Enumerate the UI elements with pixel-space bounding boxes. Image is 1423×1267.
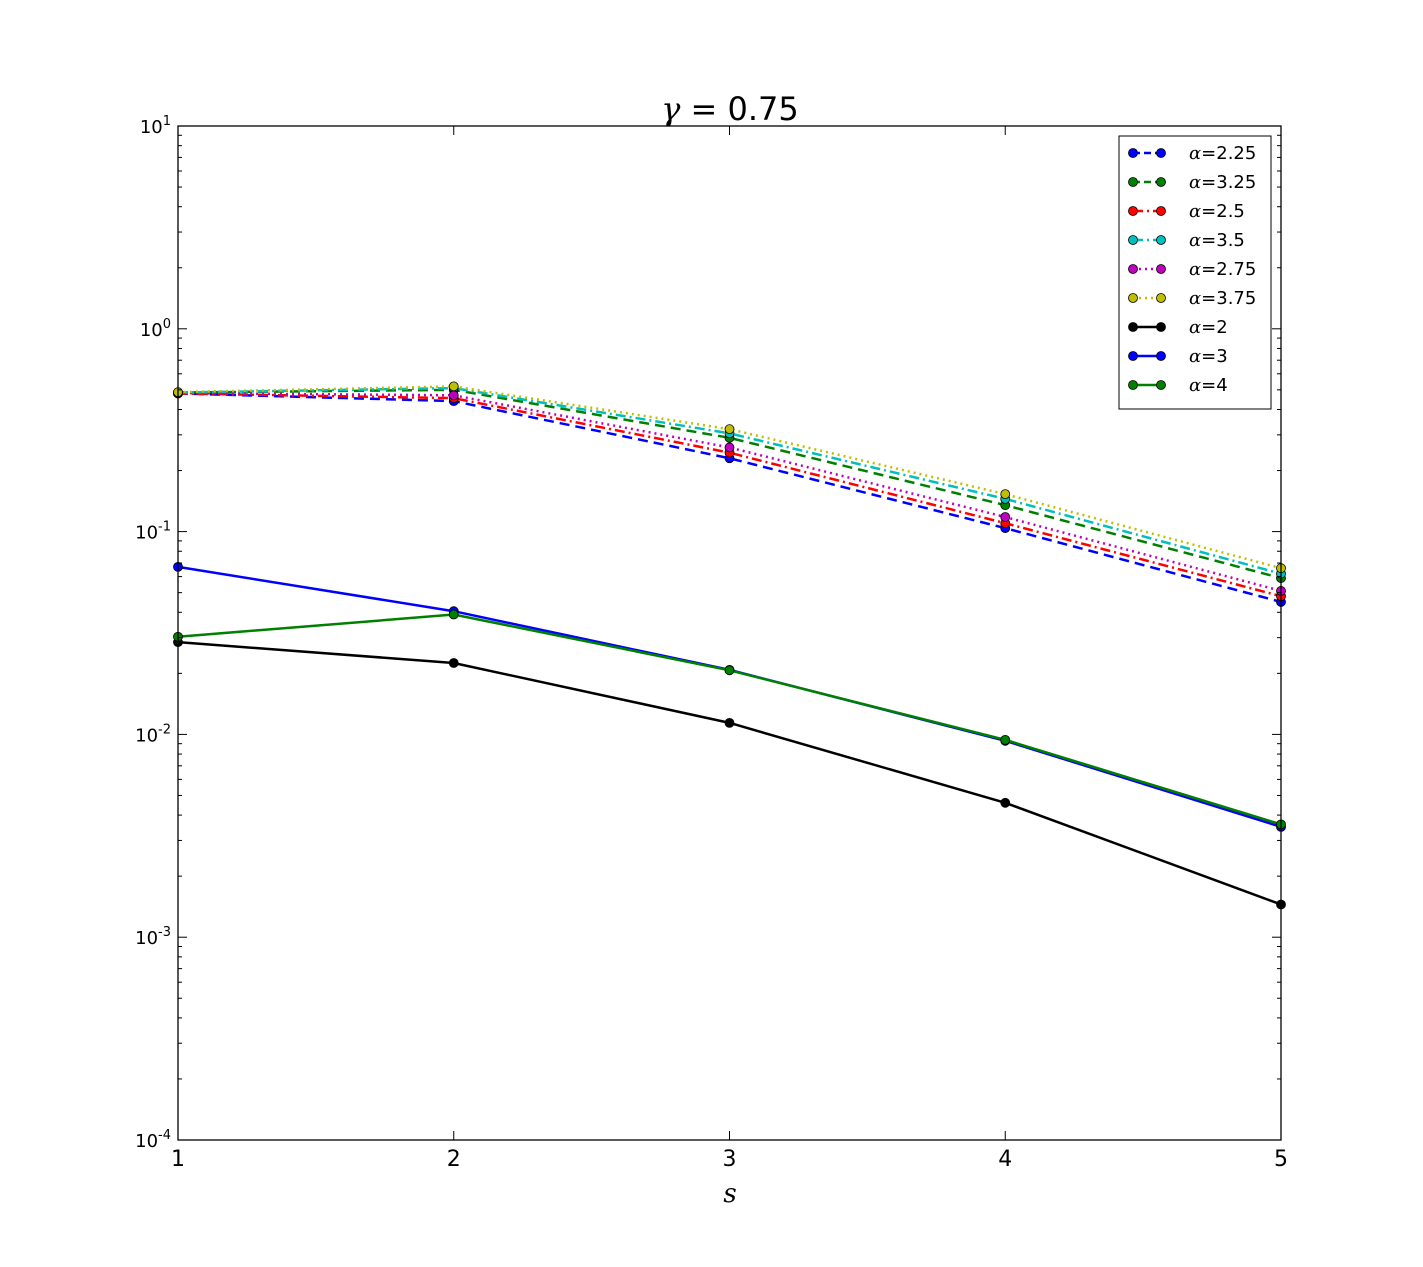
x-tick-labels: 1 2 3 4 5 [171,1147,1288,1172]
y-tick-label: 10-3 [135,925,171,949]
data-point [1000,512,1011,522]
x-tick-label: 1 [171,1147,185,1172]
x-axis-label: s [723,1179,736,1209]
x-tick-label: 5 [1274,1147,1288,1172]
legend-item: α=3 [1128,346,1228,367]
data-point [448,609,459,620]
chart-title: γ = 0.75 [661,90,799,128]
legend-marker [1128,206,1138,216]
legend-item: α=3.25 [1128,172,1256,193]
legend-item: α=2.25 [1128,143,1256,164]
y-tick-label: 10-4 [135,1128,171,1152]
legend-label: α=3 [1189,346,1228,367]
legend-marker [1156,177,1166,187]
legend-marker [1156,206,1166,216]
legend-label: α=2.25 [1189,143,1256,164]
y-tick-labels: 101 100 10-1 10-2 10-3 10-4 [135,114,171,1152]
data-point [724,717,735,728]
legend-marker [1156,235,1166,245]
legend-item: α=2.5 [1128,201,1245,222]
data-point [724,442,735,453]
legend-marker [1128,148,1138,158]
legend-item: α=3.5 [1128,230,1245,251]
legend-marker [1156,322,1166,332]
y-tick-label: 10-1 [135,520,171,544]
data-point [448,658,459,668]
x-tick-label: 2 [447,1147,461,1172]
data-point [1000,734,1011,745]
legend-item: α=2.75 [1128,259,1256,280]
legend: α=2.25 α=3.25 α=2.5 α=3.5 α=2.75 α=3.75 α=2 α=3… [1118,135,1272,410]
data-point [448,381,459,392]
data-point [1000,489,1011,500]
legend-marker [1156,380,1166,390]
legend-marker [1128,264,1138,274]
data-point [1000,797,1011,808]
legend-marker [1156,293,1166,303]
legend-marker [1128,293,1138,303]
legend-marker [1128,235,1138,245]
legend-marker [1128,351,1138,361]
legend-label: α=3.25 [1189,172,1256,193]
data-point [448,390,459,401]
axis-ticks [177,125,1282,1141]
series-layer [173,381,1286,910]
legend-label: α=2 [1189,317,1228,338]
legend-marker [1128,177,1138,187]
data-point [724,424,735,435]
legend-marker [1156,264,1166,274]
legend-marker [1156,351,1166,361]
y-tick-label: 10-2 [135,722,171,746]
legend-item: α=3.75 [1128,288,1256,309]
series-line [177,392,1282,598]
legend-item: α=2 [1128,317,1228,338]
legend-label: α=3.5 [1189,230,1245,251]
legend-label: α=2.5 [1189,201,1245,222]
series-8 [173,609,1286,830]
legend-label: α=2.75 [1189,259,1256,280]
y-tick-label: 101 [140,114,171,138]
legend-marker [1128,380,1138,390]
x-tick-label: 4 [998,1147,1012,1172]
series-line [177,392,1282,604]
y-tick-label: 100 [140,317,171,341]
legend-label: α=3.75 [1189,288,1256,309]
x-tick-label: 3 [723,1147,737,1172]
legend-label: α=4 [1189,375,1228,396]
legend-marker [1156,148,1166,158]
data-point [724,665,735,676]
legend-marker [1128,322,1138,332]
legend-item: α=4 [1128,375,1228,396]
